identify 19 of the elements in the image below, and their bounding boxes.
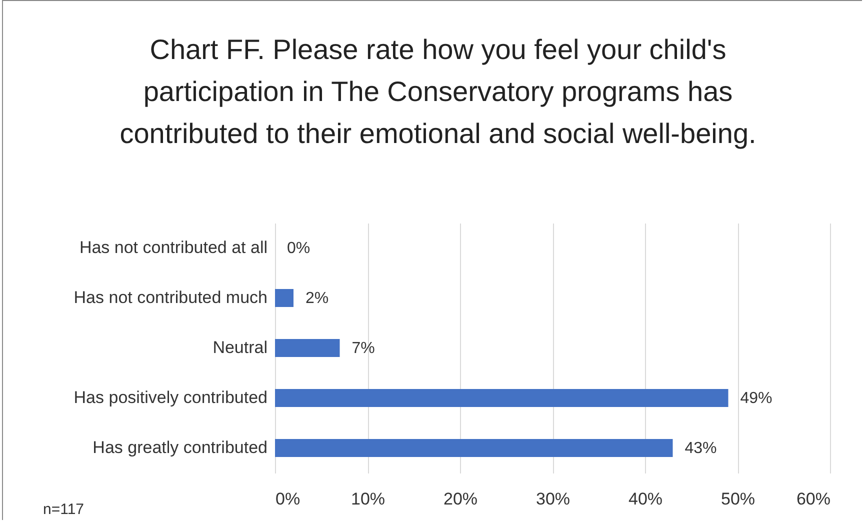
y-tick-label: Neutral (212, 338, 268, 357)
data-label: 7% (352, 340, 375, 357)
data-label: 0% (287, 240, 310, 257)
chart-title: Chart FF. Please rate how you feel your child's participation in The Conservatory programs has contributed to their emotional and social well-being. (118, 33, 758, 151)
data-label: 43% (684, 440, 717, 457)
x-tick-label: 50% (720, 490, 756, 508)
data-label: 2% (306, 290, 329, 307)
x-tick-label: 40% (628, 490, 663, 508)
x-tick-label: 10% (350, 490, 386, 508)
y-tick-label: Has not contributed at all (79, 238, 268, 257)
x-tick-label: 60% (796, 490, 830, 508)
text: n=117 (43, 501, 84, 518)
x-tick-label: 0% (276, 490, 300, 508)
y-tick-label: Has greatly contributed (92, 438, 268, 457)
y-tick-label: Has positively contributed (74, 388, 268, 407)
x-tick-label: 30% (536, 490, 570, 508)
y-tick-label: Has not contributed much (74, 288, 268, 307)
x-tick-label: 20% (443, 490, 478, 508)
data-label: 49% (740, 390, 772, 407)
